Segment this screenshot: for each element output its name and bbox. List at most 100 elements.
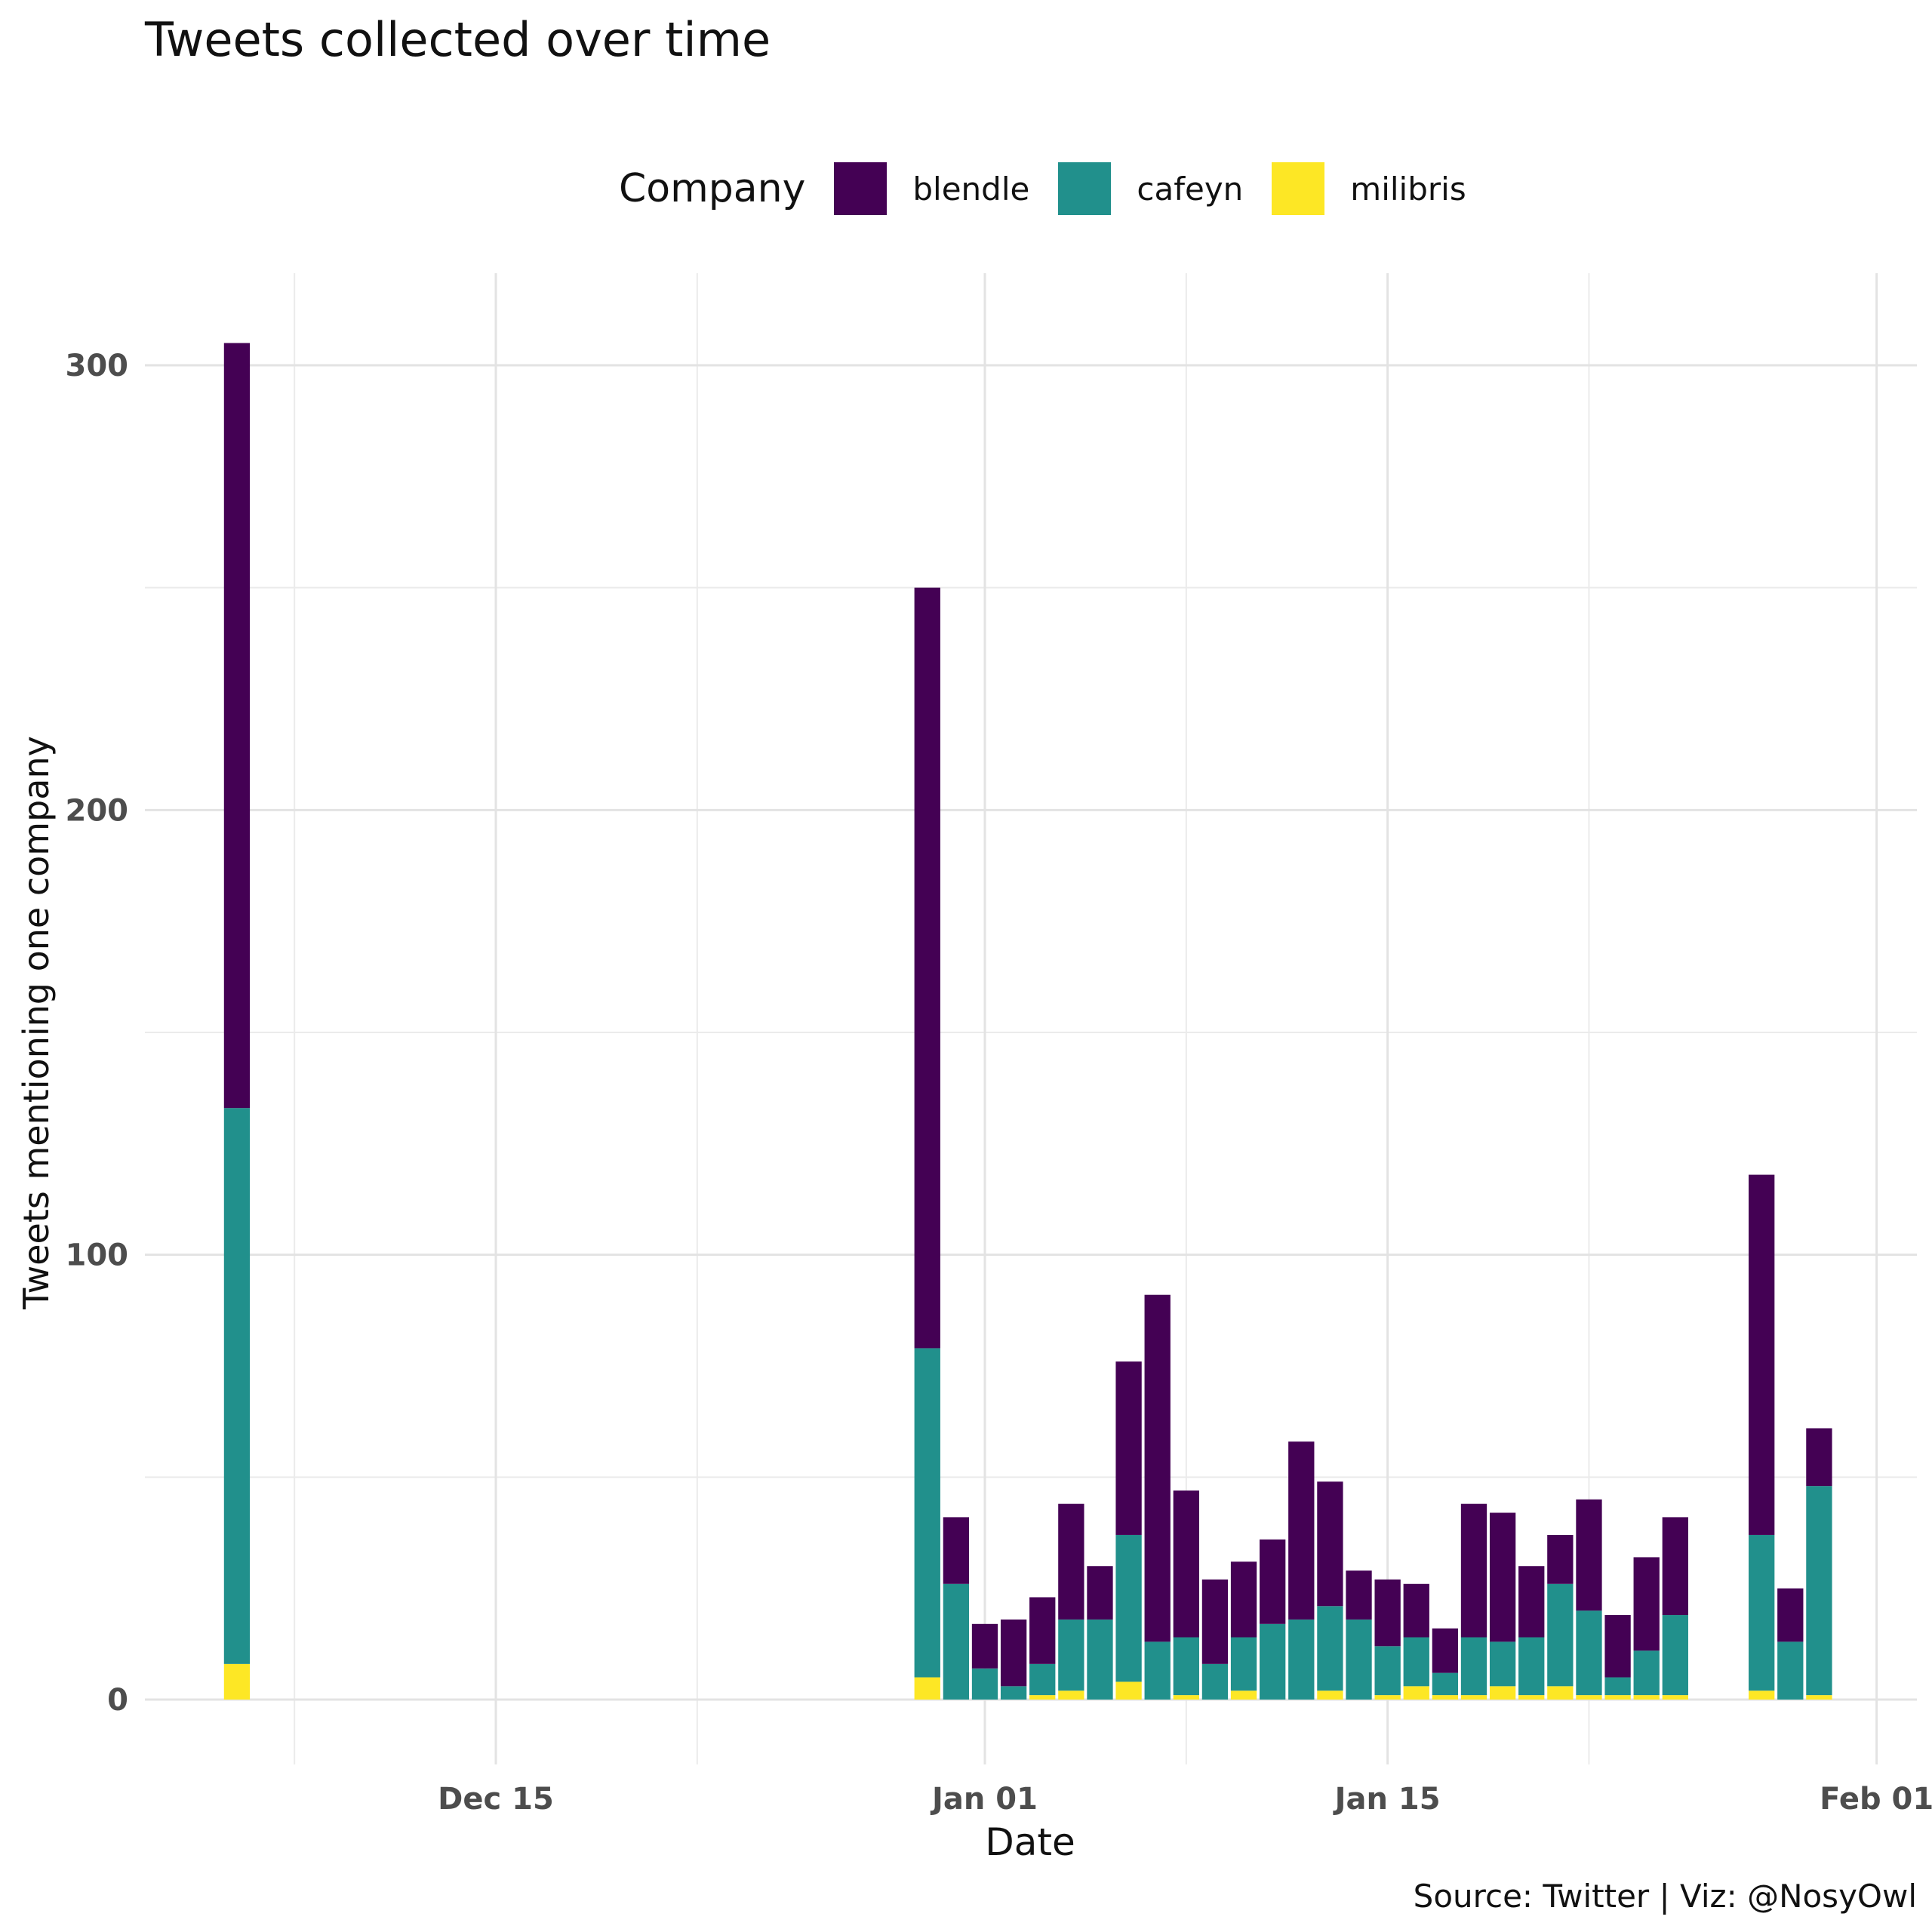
bar-blendle	[223, 343, 251, 1109]
bar-milibris	[1662, 1695, 1688, 1700]
bar-milibris	[1058, 1690, 1084, 1700]
bar-milibris	[1576, 1695, 1602, 1700]
bar-blendle	[1432, 1628, 1459, 1673]
bar-cafeyn	[1288, 1619, 1315, 1700]
bar-cafeyn	[1749, 1534, 1775, 1691]
bar-milibris	[1460, 1695, 1487, 1700]
y-tick-label: 0	[107, 1683, 128, 1718]
caption: Source: Twitter | Viz: @NosyOwl	[1413, 1878, 1917, 1915]
legend-key-cafeyn	[1058, 162, 1112, 215]
bar-milibris	[1403, 1686, 1429, 1700]
bar-cafeyn	[1806, 1486, 1832, 1696]
bar-milibris	[1749, 1690, 1775, 1700]
bar-cafeyn	[1518, 1637, 1545, 1696]
bar-milibris	[1604, 1695, 1631, 1700]
bar-blendle	[971, 1623, 998, 1669]
y-axis-label: Tweets mentioning one company	[16, 736, 57, 1309]
x-tick-label: Feb 01	[1820, 1782, 1932, 1817]
bar-blendle	[1403, 1583, 1429, 1638]
bar-milibris	[1115, 1681, 1142, 1700]
legend: Company blendle cafeyn milibris	[619, 162, 1495, 216]
chart-title: Tweets collected over time	[145, 12, 771, 67]
y-tick-label: 200	[66, 793, 129, 828]
bar-cafeyn	[943, 1583, 970, 1700]
legend-label-blendle: blendle	[912, 170, 1030, 208]
bar-cafeyn	[1489, 1641, 1516, 1687]
bar-blendle	[1518, 1566, 1545, 1638]
bar-blendle	[1489, 1512, 1516, 1642]
x-tick-label: Jan 01	[930, 1782, 1038, 1817]
bar-cafeyn	[1633, 1651, 1660, 1696]
legend-label-cafeyn: cafeyn	[1137, 170, 1244, 208]
bar-blendle	[1317, 1481, 1343, 1607]
bar-cafeyn	[971, 1668, 998, 1700]
bar-blendle	[1029, 1597, 1056, 1664]
bar-blendle	[1058, 1503, 1084, 1620]
bar-blendle	[1460, 1503, 1487, 1638]
legend-title: Company	[619, 166, 806, 211]
bar-cafeyn	[1115, 1534, 1142, 1682]
bar-cafeyn	[1260, 1623, 1286, 1700]
bar-cafeyn	[1374, 1646, 1401, 1696]
bar-milibris	[1173, 1695, 1199, 1700]
bar-blendle	[1173, 1491, 1199, 1638]
bar-milibris	[1432, 1695, 1459, 1700]
bar-blendle	[1288, 1441, 1315, 1620]
bar-milibris	[1633, 1695, 1660, 1700]
bar-blendle	[1604, 1615, 1631, 1678]
x-axis-label: Date	[985, 1820, 1075, 1864]
bar-blendle	[1201, 1579, 1229, 1664]
x-tick-label: Dec 15	[438, 1782, 554, 1817]
bar-blendle	[914, 587, 940, 1349]
bar-cafeyn	[1346, 1619, 1372, 1700]
bar-blendle	[1000, 1619, 1027, 1687]
bar-blendle	[1087, 1566, 1113, 1620]
bar-milibris	[1518, 1695, 1545, 1700]
bar-cafeyn	[1058, 1619, 1084, 1691]
bar-cafeyn	[223, 1108, 251, 1664]
bar-milibris	[1806, 1695, 1832, 1700]
bar-blendle	[1662, 1517, 1688, 1616]
legend-item-milibris: milibris	[1272, 162, 1466, 215]
legend-item-blendle: blendle	[834, 162, 1029, 215]
bar-blendle	[1547, 1534, 1574, 1584]
bar-milibris	[1374, 1695, 1401, 1700]
bar-blendle	[1633, 1557, 1660, 1651]
bar-cafeyn	[1317, 1606, 1343, 1691]
legend-item-cafeyn: cafeyn	[1058, 162, 1243, 215]
bar-blendle	[1374, 1579, 1401, 1647]
bar-milibris	[1547, 1686, 1574, 1700]
y-tick-label: 100	[66, 1238, 129, 1273]
bar-cafeyn	[1576, 1611, 1602, 1696]
bar-cafeyn	[1662, 1615, 1688, 1696]
bar-cafeyn	[1547, 1583, 1574, 1687]
bar-blendle	[1777, 1588, 1804, 1642]
bar-milibris	[1317, 1690, 1343, 1700]
x-tick-label: Jan 15	[1333, 1782, 1441, 1817]
bar-blendle	[1576, 1499, 1602, 1611]
bar-cafeyn	[1000, 1686, 1027, 1700]
bar-cafeyn	[1432, 1672, 1459, 1696]
bar-cafeyn	[1173, 1637, 1199, 1696]
bar-cafeyn	[1029, 1663, 1056, 1696]
bar-blendle	[1749, 1174, 1775, 1535]
bar-cafeyn	[1230, 1637, 1257, 1691]
bar-blendle	[1144, 1294, 1171, 1642]
bar-milibris	[1230, 1690, 1257, 1700]
bar-milibris	[1489, 1686, 1516, 1700]
bar-milibris	[914, 1677, 940, 1700]
bar-blendle	[1346, 1571, 1372, 1620]
bar-milibris	[223, 1663, 251, 1700]
legend-key-blendle	[834, 162, 888, 215]
bar-cafeyn	[1144, 1641, 1171, 1700]
bar-cafeyn	[1777, 1641, 1804, 1700]
bar-blendle	[1115, 1361, 1142, 1535]
legend-key-milibris	[1272, 162, 1325, 215]
bar-cafeyn	[914, 1348, 940, 1678]
bar-cafeyn	[1604, 1677, 1631, 1696]
bar-milibris	[1029, 1695, 1056, 1700]
bar-blendle	[943, 1517, 970, 1584]
bar-blendle	[1806, 1428, 1832, 1487]
